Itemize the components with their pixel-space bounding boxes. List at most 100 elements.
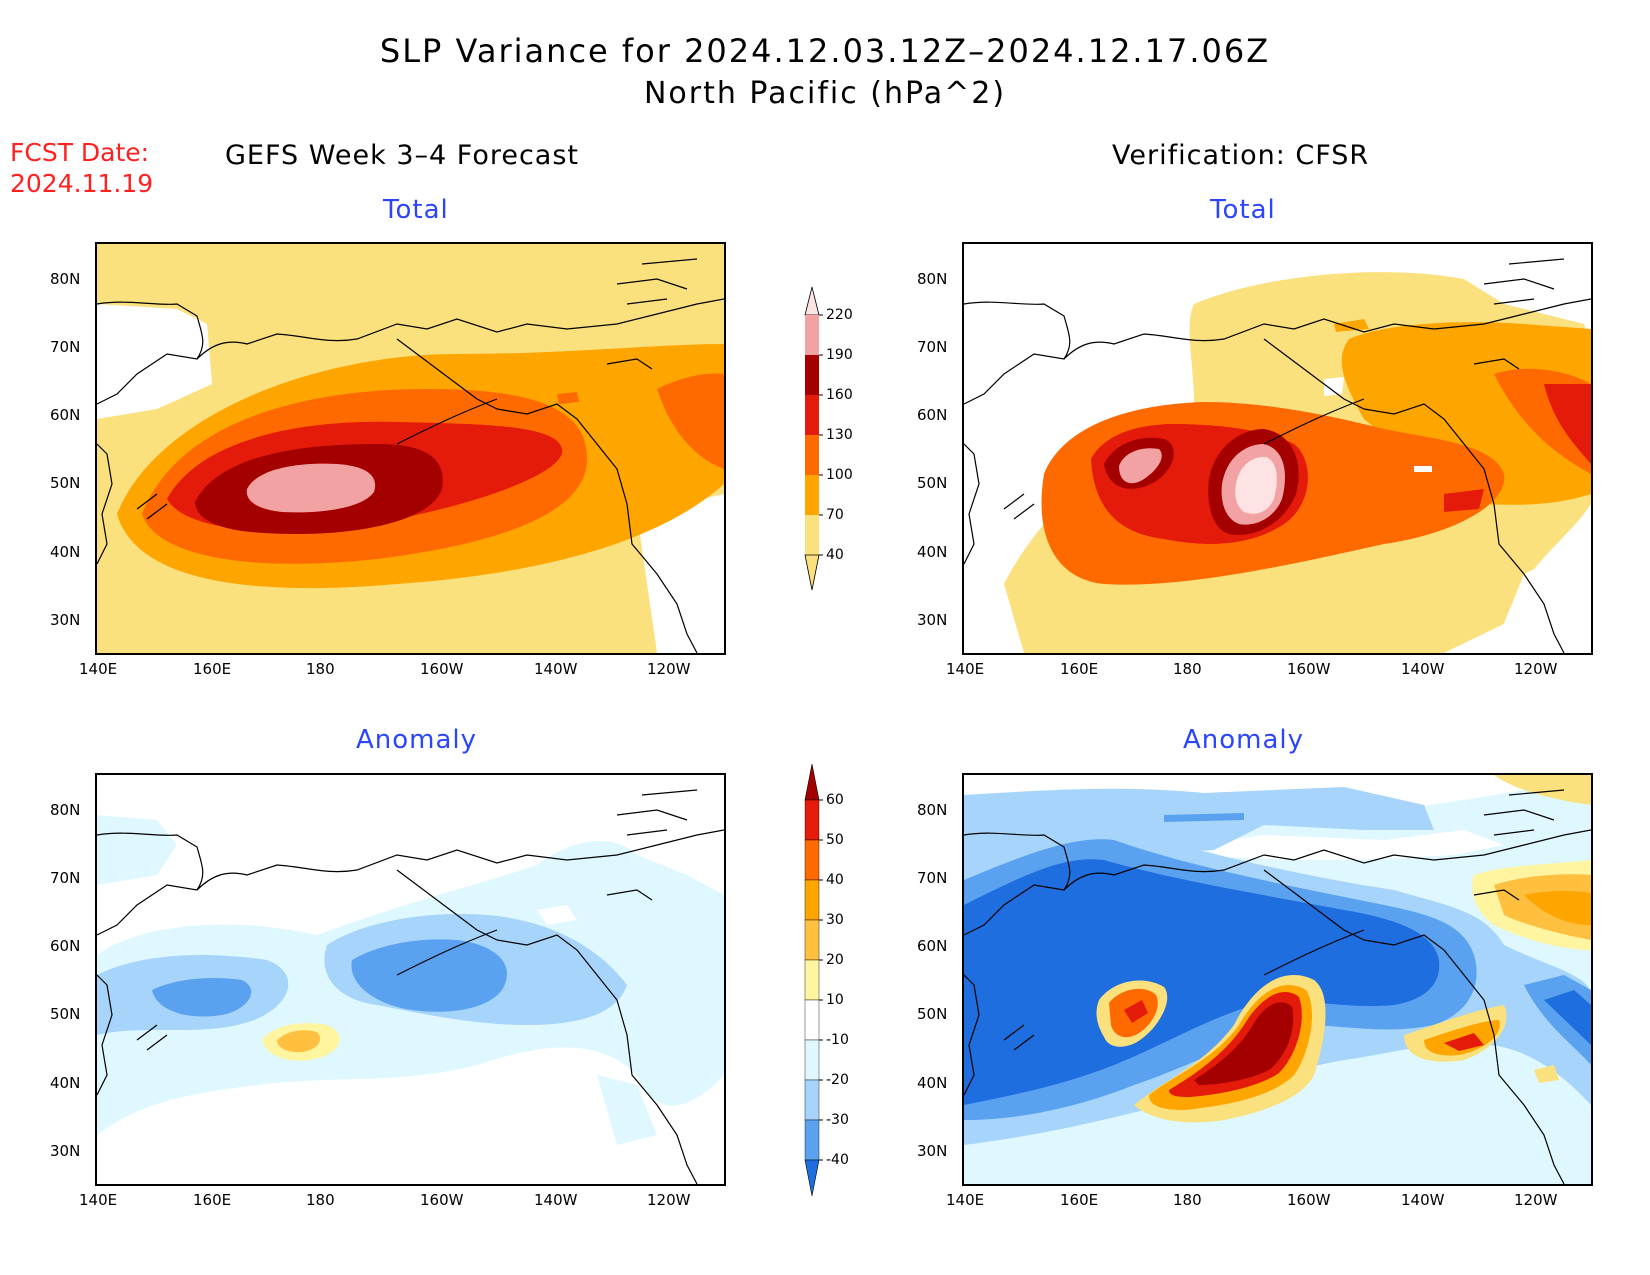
lat-tick-label: 70N: [50, 869, 81, 887]
lon-tick-label: 180: [306, 660, 335, 678]
lat-tick-label: 70N: [917, 869, 948, 887]
colorbar-level-label: 40: [826, 547, 844, 563]
lon-tick-label: 120W: [647, 660, 691, 678]
lon-tick-label: 140W: [1401, 1191, 1445, 1209]
forecast-total-title: Total: [383, 195, 449, 225]
lat-tick-label: 70N: [50, 338, 81, 356]
verification-anomaly-map: [962, 773, 1593, 1186]
colorbar-level-label: 30: [826, 912, 844, 928]
lon-tick-label: 160E: [193, 1191, 232, 1209]
lon-tick-label: 160W: [420, 660, 464, 678]
lat-tick-label: 80N: [917, 270, 948, 288]
lat-tick-label: 40N: [50, 543, 81, 561]
lon-tick-label: 140E: [946, 660, 985, 678]
colorbar-level-label: 10: [826, 992, 844, 1008]
verification-total-title: Total: [1210, 195, 1276, 225]
lat-tick-label: 40N: [50, 1074, 81, 1092]
colorbar-swatch: [805, 475, 819, 515]
lat-tick-label: 40N: [917, 543, 948, 561]
colorbar-level-label: 40: [826, 872, 844, 888]
verification-column-title: Verification: CFSR: [1112, 140, 1370, 171]
lat-tick-label: 50N: [917, 1005, 948, 1023]
fcst-date-block: FCST Date: 2024.11.19: [10, 137, 153, 199]
lon-tick-label: 160W: [420, 1191, 464, 1209]
lon-tick-label: 140W: [534, 1191, 578, 1209]
lat-tick-label: 40N: [917, 1074, 948, 1092]
colorbar-swatch: [805, 435, 819, 475]
lat-tick-label: 50N: [917, 474, 948, 492]
lat-tick-label: 50N: [50, 474, 81, 492]
lon-tick-label: 120W: [1514, 660, 1558, 678]
lat-tick-label: 30N: [917, 1142, 948, 1160]
lon-tick-label: 160E: [1060, 1191, 1099, 1209]
colorbar-swatch: [804, 799, 820, 841]
colorbar-swatch: [805, 315, 819, 355]
lon-tick-label: 120W: [647, 1191, 691, 1209]
lon-tick-label: 140E: [946, 1191, 985, 1209]
colorbar-level-label: -20: [826, 1072, 849, 1088]
colorbar-level-label: 100: [826, 467, 853, 483]
forecast-anomaly-title: Anomaly: [356, 725, 478, 755]
colorbar-swatch: [805, 395, 819, 435]
lon-tick-label: 140W: [1401, 660, 1445, 678]
lat-tick-label: 60N: [50, 406, 81, 424]
lat-tick-label: 80N: [50, 270, 81, 288]
lon-tick-label: 160W: [1287, 660, 1331, 678]
colorbar-level-label: 60: [826, 792, 844, 808]
colorbar-level-label: 50: [826, 832, 844, 848]
lat-tick-label: 30N: [50, 611, 81, 629]
colorbar-swatch: [805, 515, 819, 555]
lat-tick-label: 30N: [50, 1142, 81, 1160]
forecast-anomaly-map: [95, 773, 726, 1186]
lon-tick-label: 180: [306, 1191, 335, 1209]
colorbar-level-label: -30: [826, 1112, 849, 1128]
colorbar-level-label: 130: [826, 427, 853, 443]
anomaly-colorbar: 60 50 40 30 20 10 -10 -20 -30 -40: [800, 760, 870, 1210]
forecast-total-map: [95, 242, 726, 655]
colorbar-level-label: 190: [826, 347, 853, 363]
lon-tick-label: 180: [1173, 660, 1202, 678]
lat-tick-label: 70N: [917, 338, 948, 356]
figure-subtitle: North Pacific (hPa^2): [643, 76, 1007, 111]
lat-tick-label: 60N: [917, 406, 948, 424]
colorbar-level-label: 70: [826, 507, 844, 523]
lat-tick-label: 30N: [917, 611, 948, 629]
lat-tick-label: 80N: [50, 801, 81, 819]
lon-tick-label: 140E: [79, 1191, 118, 1209]
colorbar-top-cap: [804, 763, 820, 801]
lon-tick-label: 180: [1173, 1191, 1202, 1209]
colorbar-bottom-cap: [804, 554, 820, 591]
total-colorbar: 220 190 160 130 100 70 40: [800, 285, 870, 615]
lat-tick-label: 50N: [50, 1005, 81, 1023]
colorbar-swatch: [804, 879, 820, 921]
verification-anomaly-title: Anomaly: [1183, 725, 1305, 755]
lon-tick-label: 120W: [1514, 1191, 1558, 1209]
colorbar-swatch: [804, 1119, 820, 1161]
lon-tick-label: 160E: [1060, 660, 1099, 678]
colorbar-swatch: [804, 999, 820, 1041]
colorbar-swatch: [804, 1079, 820, 1121]
colorbar-swatch: [804, 1039, 820, 1081]
colorbar-swatch: [804, 839, 820, 881]
colorbar-bottom-cap: [804, 1159, 820, 1197]
lon-tick-label: 140E: [79, 660, 118, 678]
colorbar-level-label: 220: [826, 307, 853, 323]
colorbar-swatch: [805, 355, 819, 395]
colorbar-level-label: -40: [826, 1152, 849, 1168]
colorbar-level-label: 20: [826, 952, 844, 968]
lon-tick-label: 160W: [1287, 1191, 1331, 1209]
colorbar-swatch: [804, 959, 820, 1001]
colorbar-swatch: [804, 919, 820, 961]
figure-title: SLP Variance for 2024.12.03.12Z–2024.12.…: [379, 32, 1271, 70]
lat-tick-label: 60N: [917, 937, 948, 955]
fcst-date-label: FCST Date:: [10, 138, 150, 167]
lon-tick-label: 140W: [534, 660, 578, 678]
fcst-date-value: 2024.11.19: [10, 169, 154, 198]
colorbar-level-label: -10: [826, 1032, 849, 1048]
colorbar-level-label: 160: [826, 387, 853, 403]
colorbar-top-cap: [804, 286, 820, 316]
verification-total-map: [962, 242, 1593, 655]
forecast-column-title: GEFS Week 3–4 Forecast: [225, 140, 580, 171]
lat-tick-label: 60N: [50, 937, 81, 955]
lat-tick-label: 80N: [917, 801, 948, 819]
